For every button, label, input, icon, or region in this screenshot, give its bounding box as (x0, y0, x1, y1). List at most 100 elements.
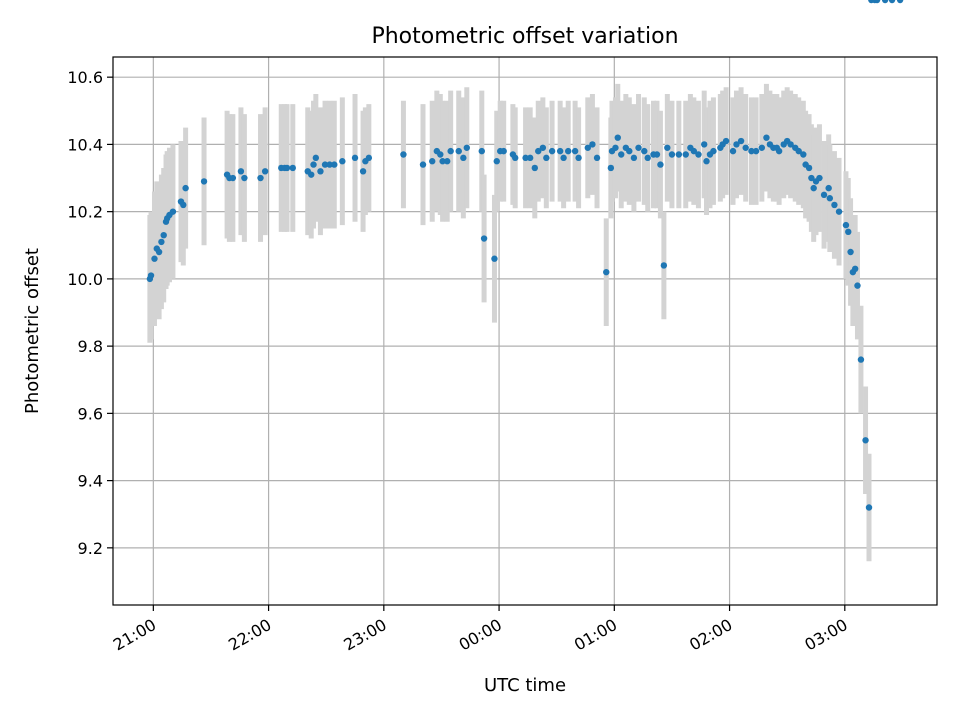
data-point (701, 141, 708, 148)
data-point (560, 154, 567, 162)
data-point (626, 147, 633, 155)
y-tick-label: 9.8 (78, 337, 103, 356)
data-point (460, 154, 467, 162)
data-point (200, 178, 208, 185)
data-point (531, 164, 538, 172)
y-axis-label: Photometric offset (22, 248, 43, 414)
data-point (607, 164, 615, 172)
data-point (644, 154, 651, 162)
y-tick-label: 10.4 (67, 135, 103, 154)
data-point (805, 164, 813, 172)
data-point (862, 437, 869, 444)
data-point (854, 282, 861, 289)
data-point (653, 151, 661, 158)
data-point (493, 158, 500, 165)
data-point (758, 144, 766, 151)
y-tick-label: 9.2 (78, 539, 103, 558)
data-point (556, 147, 564, 155)
data-point (522, 154, 529, 162)
x-axis-label: UTC time (484, 675, 566, 696)
data-point (614, 134, 621, 141)
data-point (429, 158, 436, 165)
data-point (618, 151, 625, 158)
data-point (158, 238, 165, 246)
data-point (795, 147, 802, 155)
data-point (703, 158, 710, 165)
data-point (480, 235, 488, 242)
data-point (675, 151, 683, 158)
plot-frame (112, 56, 938, 606)
data-point (763, 134, 770, 141)
data-point (548, 147, 556, 155)
data-point (351, 154, 359, 162)
data-point (180, 201, 187, 209)
data-point (289, 164, 296, 172)
data-point (657, 161, 664, 168)
data-point (326, 161, 333, 168)
data-point (835, 208, 843, 215)
y-tick-label: 10.2 (67, 203, 103, 222)
y-axis-ticks: 9.2 9.4 9.6 9.8 10.0 10.2 10.4 10.6 (67, 68, 113, 558)
data-point (331, 161, 338, 168)
data-point (512, 154, 519, 162)
data-point (535, 147, 542, 155)
data-point (816, 174, 823, 182)
data-point (881, 0, 889, 4)
data-point (603, 268, 610, 276)
data-point (888, 0, 896, 4)
data-point (635, 144, 642, 151)
data-point (847, 248, 854, 256)
data-point (565, 147, 572, 155)
data-point (690, 147, 698, 155)
data-point (851, 265, 859, 273)
data-point (641, 147, 648, 155)
data-point (147, 272, 155, 279)
data-point (737, 137, 745, 145)
data-point (543, 154, 550, 162)
data-point (810, 184, 817, 192)
data-point (312, 154, 320, 162)
data-point (664, 144, 671, 151)
data-point (151, 255, 158, 262)
y-tick-label: 10.0 (67, 270, 103, 289)
data-point (752, 147, 760, 155)
data-point (710, 147, 717, 155)
data-point (437, 151, 444, 158)
data-point (237, 168, 245, 175)
data-point (359, 168, 367, 175)
data-point (722, 137, 730, 145)
data-point (419, 161, 427, 168)
data-point (229, 174, 237, 182)
data-point (865, 504, 873, 511)
data-point (365, 154, 373, 162)
y-tick-label: 9.4 (78, 472, 103, 491)
data-point (808, 174, 815, 182)
data-point (842, 221, 850, 229)
data-point (241, 174, 248, 182)
data-point (825, 184, 832, 192)
data-point (526, 154, 534, 162)
data-point (857, 356, 865, 363)
data-point (589, 141, 596, 148)
chart-title: Photometric offset variation (371, 24, 678, 49)
data-point (455, 147, 462, 155)
data-point (896, 0, 904, 4)
data-point (160, 231, 167, 239)
data-point (447, 147, 454, 155)
data-point (308, 171, 315, 178)
data-point (729, 147, 737, 155)
data-point (400, 151, 407, 158)
data-point (491, 255, 498, 262)
data-point (584, 144, 592, 151)
data-point (321, 161, 329, 168)
data-point (748, 147, 755, 155)
data-point (169, 208, 177, 215)
data-point (575, 154, 582, 162)
data-point (682, 151, 689, 158)
data-point (668, 151, 676, 158)
data-point (500, 147, 507, 155)
data-point (775, 147, 783, 155)
data-point (571, 147, 579, 155)
data-point (831, 201, 838, 209)
